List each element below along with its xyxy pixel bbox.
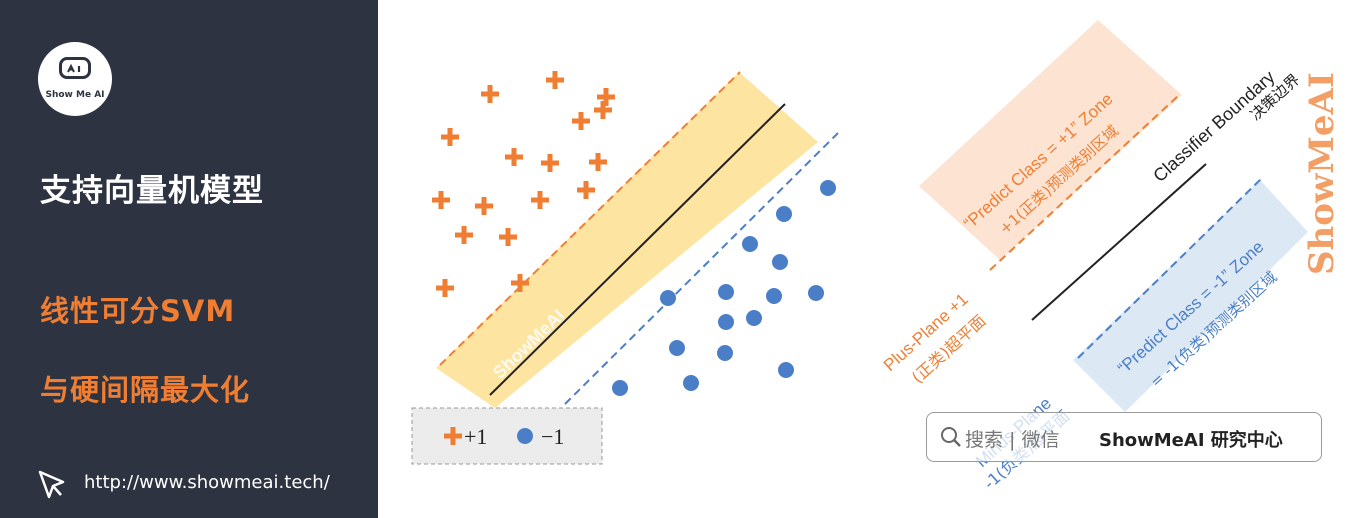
legend-plus-marker: [444, 427, 462, 445]
right-boundary-line: [1031, 163, 1207, 321]
search-brand-label: ShowMeAI 研究中心: [1099, 430, 1283, 451]
plus-point: [481, 85, 499, 103]
search-bar[interactable]: 搜索 | 微信 ShowMeAI 研究中心: [926, 412, 1322, 462]
plus-point: [436, 279, 454, 297]
plus-point: [455, 226, 473, 244]
minus-point: [669, 340, 685, 356]
plus-point: [597, 88, 615, 106]
plus-plane-line: [439, 71, 741, 366]
plus-point: [499, 228, 517, 246]
legend-minus-marker: [517, 428, 533, 444]
margin-band: [436, 72, 818, 408]
website-link[interactable]: http://www.showmeai.tech/: [84, 472, 330, 493]
plus-point: [505, 148, 523, 166]
showmeai-logo: Show Me AI: [38, 42, 112, 116]
subtitle-line-2: 与硬间隔最大化: [40, 373, 251, 407]
plus-point: [531, 191, 549, 209]
minus-point: [746, 310, 762, 326]
vertical-watermark: ShowMeAI: [1302, 72, 1342, 275]
plus-point: [594, 101, 612, 119]
minus-point: [820, 180, 836, 196]
robot-face-icon: [59, 57, 91, 79]
plus-point: [511, 274, 529, 292]
plus-point: [475, 197, 493, 215]
minus-point: [766, 288, 782, 304]
minus-zone-boundary: [1077, 177, 1263, 359]
minus-point: [612, 380, 628, 396]
minus-point: [742, 236, 758, 252]
legend-minus-label: −1: [541, 424, 564, 449]
minus-point: [717, 345, 733, 361]
search-placeholder: 搜索 | 微信: [965, 429, 1060, 451]
logo-text: Show Me AI: [45, 90, 105, 100]
minus-point: [776, 206, 792, 222]
minus-point: [778, 362, 794, 378]
svm-diagram: ShowMeAI +1 −1 “Predict Class = +1” Zone…: [411, 20, 1342, 493]
minus-point: [772, 254, 788, 270]
minus-point: [718, 284, 734, 300]
cursor-icon: [38, 470, 65, 499]
classifier-boundary-line: [489, 103, 786, 396]
plus-zone: [919, 20, 1182, 260]
plus-point: [577, 181, 595, 199]
plus-zone-boundary: [989, 95, 1179, 271]
minus-zone: [1073, 180, 1308, 412]
plus-point: [589, 153, 607, 171]
minus-point: [808, 285, 824, 301]
minus-point: [683, 375, 699, 391]
plus-point: [432, 191, 450, 209]
plus-point: [541, 154, 559, 172]
search-icon: [941, 427, 961, 447]
plus-point: [572, 112, 590, 130]
plus-point: [441, 128, 459, 146]
legend-plus-label: +1: [464, 424, 487, 449]
legend-box: [411, 407, 603, 465]
plus-point: [546, 71, 564, 89]
subtitle-line-1: 线性可分SVM: [40, 294, 236, 328]
minus-point: [660, 290, 676, 306]
minus-point: [718, 314, 734, 330]
sidebar: Show Me AI 支持向量机模型 线性可分SVM 与硬间隔最大化 http:…: [0, 0, 378, 518]
page-title: 支持向量机模型: [40, 173, 264, 209]
